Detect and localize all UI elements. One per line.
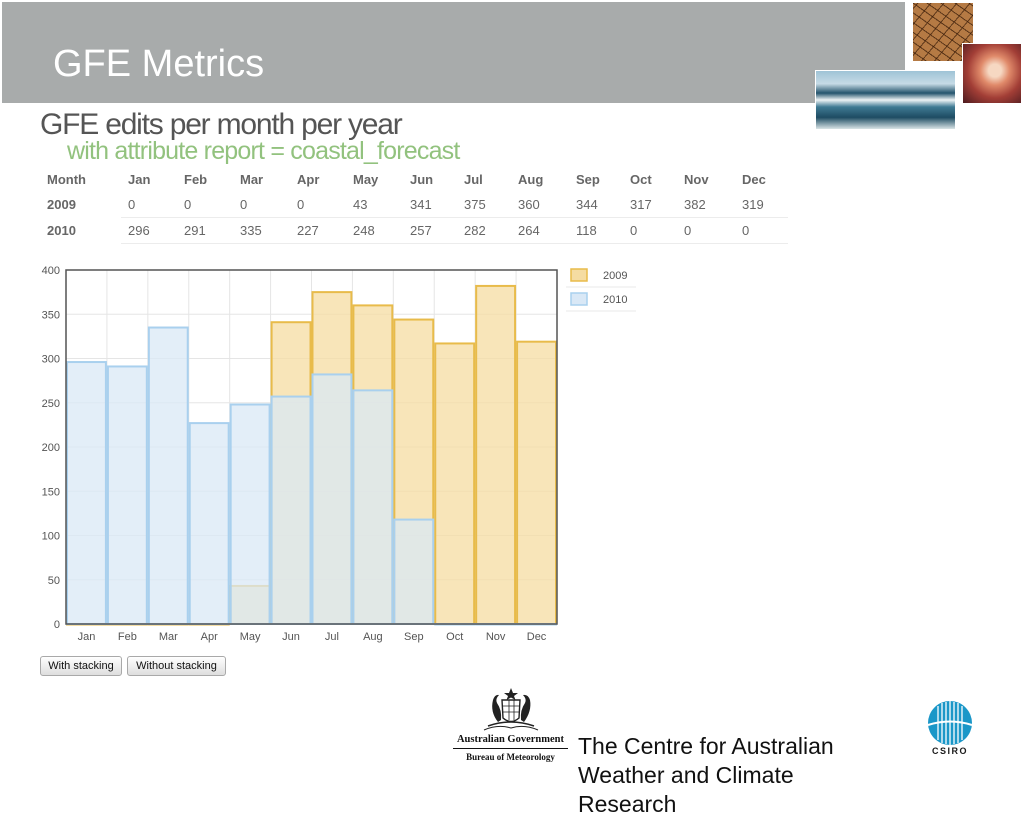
table-cell: 0 [735,217,788,244]
x-tick-label: Nov [486,631,506,643]
table-cell: 0 [677,217,735,244]
y-tick-label: 400 [42,265,60,277]
coat-of-arms-icon [483,688,539,731]
y-tick-label: 350 [42,309,60,321]
table-row: 2010 296 291 335 227 248 257 282 264 118… [40,217,788,244]
row-label: 2010 [47,223,76,238]
table-cell: 382 [677,192,735,218]
x-tick-label: Oct [446,631,463,643]
title-banner [2,2,905,103]
table-cell: 296 [121,217,177,244]
bar-2010-may [229,403,271,625]
table-header-cell: Aug [518,172,544,187]
x-tick-label: Jul [325,631,339,643]
table-cell: 317 [623,192,677,218]
y-tick-label: 300 [42,354,60,366]
fire-cloud-photo [962,43,1022,104]
table-cell: 248 [346,217,403,244]
table-header-cell: Apr [297,172,320,187]
bar-2009-oct [434,342,476,625]
table-cell: 0 [290,192,346,218]
x-tick-label: May [240,631,261,643]
x-tick-label: Apr [201,631,218,643]
table-cell: 291 [177,217,233,244]
y-tick-label: 50 [48,575,60,587]
x-tick-label: Feb [118,631,137,643]
x-tick-label: Dec [527,631,547,643]
table-header-cell: Sep [576,172,600,187]
with-stacking-button[interactable]: With stacking [40,656,122,676]
slide-title: GFE Metrics [53,43,265,85]
table-header-cell: Feb [184,172,208,187]
x-tick-label: Aug [363,631,383,643]
legend-swatch-2009 [570,268,588,282]
y-tick-label: 250 [42,398,60,410]
table-cell: 360 [511,192,569,218]
table-cell: 344 [569,192,623,218]
table-cell: 264 [511,217,569,244]
table-cell: 335 [233,217,290,244]
table-cell: 341 [403,192,457,218]
x-tick-label: Mar [159,631,178,643]
table-header-cell: Jun [410,172,434,187]
bar-2010-sep [393,518,435,626]
bar-2010-feb [106,365,148,625]
bar-2009-nov [475,284,517,625]
table-header-cell: Jul [464,172,483,187]
table-header-cell: Oct [630,172,652,187]
x-tick-label: Jun [282,631,300,643]
y-tick-label: 100 [42,531,60,543]
table-cell: 282 [457,217,511,244]
table-cell: 375 [457,192,511,218]
ocean-wave-photo [815,70,956,130]
table-cell: 0 [233,192,290,218]
row-label: 2009 [47,197,76,213]
table-cell: 0 [121,192,177,218]
x-tick-label: Jan [78,631,96,643]
y-tick-label: 200 [42,442,60,454]
table-cell: 257 [403,217,457,244]
legend-label: 2010 [603,294,627,306]
chart-subtitle: with attribute report = coastal_forecast [67,137,460,165]
table-cell: 0 [177,192,233,218]
edits-bar-chart: 0 50 100 150 200 250 300 350 400 Jan Feb Mar Apr May J… [42,265,636,643]
bar-2010-jan [66,361,107,625]
edits-table: Month Jan Feb Mar Apr May Jun Jul Aug Se… [40,167,788,244]
australian-government-label: Australian Government [456,734,565,745]
y-tick-label: 150 [42,486,60,498]
divider [453,748,568,749]
table-cell: 43 [346,192,403,218]
centre-name: The Centre for Australian Weather and Cl… [578,733,834,817]
bar-2010-jun [270,395,312,625]
table-header-row: Month Jan Feb Mar Apr May Jun Jul Aug Se… [40,167,788,192]
table-header-cell: Dec [742,172,766,187]
table-header-cell: Month [47,172,86,187]
bar-2010-aug [352,389,394,625]
table-header-cell: May [353,172,379,187]
table-cell: 319 [735,192,788,218]
bar-2010-jul [311,373,353,625]
x-tick-label: Sep [404,631,424,643]
table-cell: 118 [569,217,623,244]
table-header-cell: Nov [684,172,709,187]
legend-label: 2009 [603,270,627,282]
csiro-wordmark: CSIRO [931,746,968,756]
bureau-of-meteorology-label: Bureau of Meteorology [466,752,555,762]
table-cell: 0 [623,217,677,244]
bar-2010-mar [147,326,189,625]
table-header-cell: Jan [128,172,151,187]
legend-swatch-2010 [570,292,588,306]
csiro-globe-icon [927,701,973,745]
y-tick-label: 0 [54,619,60,631]
bar-2010-apr [188,422,230,626]
table-cell: 227 [290,217,346,244]
chart-title: GFE edits per month per year [40,108,403,141]
without-stacking-button[interactable]: Without stacking [127,656,226,676]
plot-border [65,269,558,625]
bar-2009-dec [516,340,557,625]
table-row: 2009 0 0 0 0 43 341 375 360 344 317 382 … [40,192,788,218]
table-header-cell: Mar [240,172,264,187]
